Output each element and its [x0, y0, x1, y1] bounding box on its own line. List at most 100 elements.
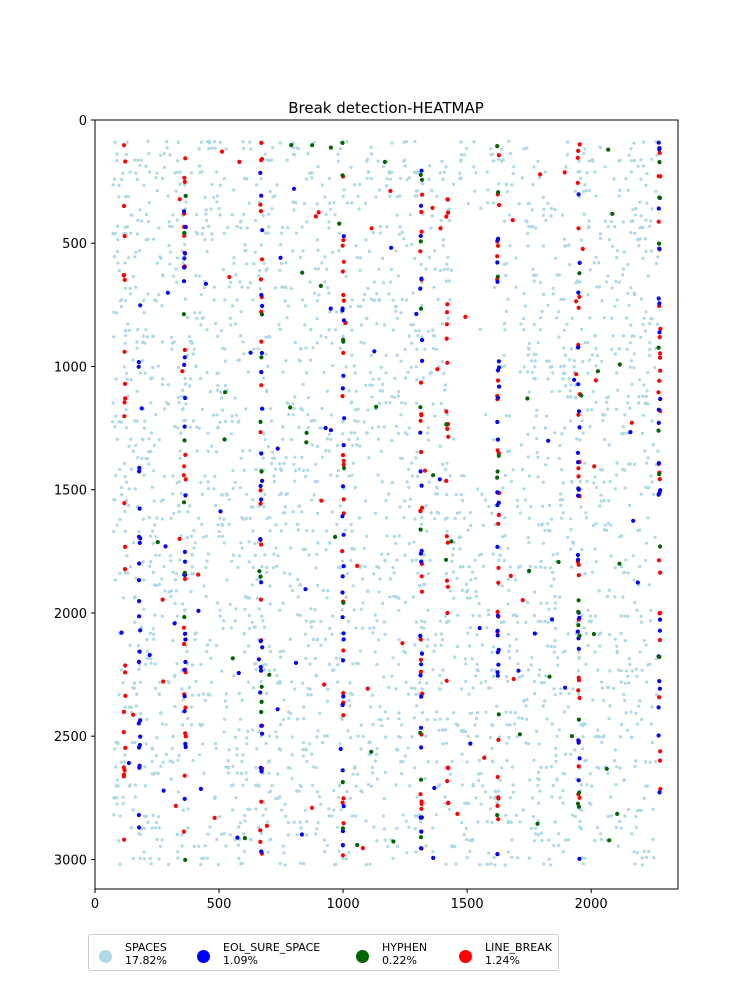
- eol-sure-space-point: [418, 430, 423, 435]
- spaces-point: [281, 601, 285, 605]
- spaces-point: [537, 742, 541, 746]
- spaces-point: [603, 523, 607, 527]
- spaces-point: [639, 809, 643, 813]
- spaces-point: [508, 656, 512, 660]
- spaces-point: [112, 796, 116, 800]
- eol-sure-space-point: [139, 406, 144, 411]
- spaces-point: [112, 310, 116, 314]
- spaces-point: [581, 722, 586, 726]
- spaces-point: [147, 220, 151, 224]
- spaces-point: [586, 608, 590, 612]
- spaces-point: [464, 837, 469, 842]
- line-break-point: [341, 462, 346, 467]
- line-break-point: [182, 179, 187, 184]
- spaces-point: [490, 821, 494, 825]
- hyphen-point: [259, 699, 264, 705]
- spaces-point: [134, 576, 138, 580]
- spaces-point: [555, 273, 559, 277]
- eol-sure-space-point: [657, 246, 662, 251]
- spaces-point: [619, 669, 623, 673]
- spaces-point: [115, 437, 119, 441]
- spaces-point: [610, 316, 614, 320]
- spaces-point: [265, 820, 269, 824]
- line-break-point: [121, 273, 126, 278]
- line-break-point: [340, 800, 345, 805]
- spaces-point: [434, 347, 439, 351]
- eol-sure-space-point: [260, 406, 265, 411]
- spaces-point: [245, 742, 249, 746]
- eol-sure-space-point: [119, 630, 124, 635]
- line-break-point: [180, 369, 185, 374]
- spaces-point: [382, 281, 386, 285]
- line-break-point: [341, 821, 346, 826]
- eol-sure-space-point: [575, 552, 581, 558]
- spaces-point: [153, 298, 157, 302]
- spaces-point: [476, 820, 480, 824]
- spaces-point: [268, 584, 272, 588]
- spaces-point: [125, 498, 129, 502]
- spaces-point: [257, 504, 261, 508]
- eol-sure-space-point: [635, 580, 640, 585]
- spaces-point: [599, 499, 603, 503]
- eol-sure-space-point: [419, 651, 425, 656]
- spaces-point: [546, 201, 550, 205]
- spaces-point: [248, 626, 252, 631]
- spaces-point: [544, 414, 549, 418]
- spaces-point: [629, 323, 633, 327]
- spaces-point: [464, 146, 469, 151]
- spaces-point: [557, 843, 561, 848]
- line-break-point: [355, 563, 360, 569]
- spaces-point: [342, 188, 346, 192]
- spaces-point: [306, 686, 310, 690]
- spaces-point: [426, 329, 430, 333]
- spaces-point: [497, 558, 501, 562]
- spaces-point: [430, 188, 434, 192]
- points-layer: [110, 139, 663, 867]
- spaces-point: [218, 608, 222, 612]
- line-break-point: [182, 641, 187, 647]
- spaces-point: [506, 297, 510, 301]
- spaces-point: [205, 559, 209, 563]
- spaces-point: [407, 334, 411, 338]
- spaces-point: [411, 291, 415, 295]
- line-break-point: [322, 682, 327, 687]
- spaces-point: [610, 286, 614, 290]
- line-break-point: [341, 648, 346, 653]
- hyphen-point: [657, 160, 662, 165]
- spaces-point: [349, 400, 353, 404]
- spaces-point: [602, 528, 606, 532]
- hyphen-point: [449, 539, 454, 544]
- eol-sure-space-point: [341, 373, 346, 378]
- spaces-point: [541, 213, 545, 217]
- spaces-point: [167, 243, 171, 248]
- spaces-point: [234, 322, 238, 326]
- spaces-point: [146, 292, 150, 296]
- spaces-point: [272, 480, 276, 484]
- line-break-point: [444, 409, 449, 414]
- spaces-point: [474, 171, 478, 175]
- spaces-point: [235, 771, 239, 775]
- spaces-point: [268, 515, 272, 520]
- spaces-point: [184, 200, 188, 204]
- spaces-point: [266, 231, 270, 235]
- spaces-point: [479, 771, 483, 775]
- spaces-point: [626, 681, 631, 685]
- line-break-point: [444, 214, 449, 219]
- hyphen-point: [182, 438, 187, 443]
- spaces-point: [292, 208, 296, 212]
- spaces-point: [279, 655, 283, 659]
- line-break-point: [496, 512, 501, 518]
- spaces-point: [568, 358, 572, 362]
- spaces-point: [579, 176, 583, 180]
- line-break-point: [341, 292, 346, 298]
- spaces-point: [490, 668, 494, 672]
- spaces-point: [621, 220, 626, 224]
- spaces-point: [259, 679, 263, 684]
- spaces-point: [543, 699, 547, 703]
- spaces-point: [282, 698, 286, 702]
- hyphen-point: [257, 569, 262, 574]
- spaces-point: [655, 153, 659, 157]
- eol-sure-space-point: [628, 430, 633, 435]
- line-break-point: [576, 562, 581, 567]
- spaces-point: [135, 232, 140, 236]
